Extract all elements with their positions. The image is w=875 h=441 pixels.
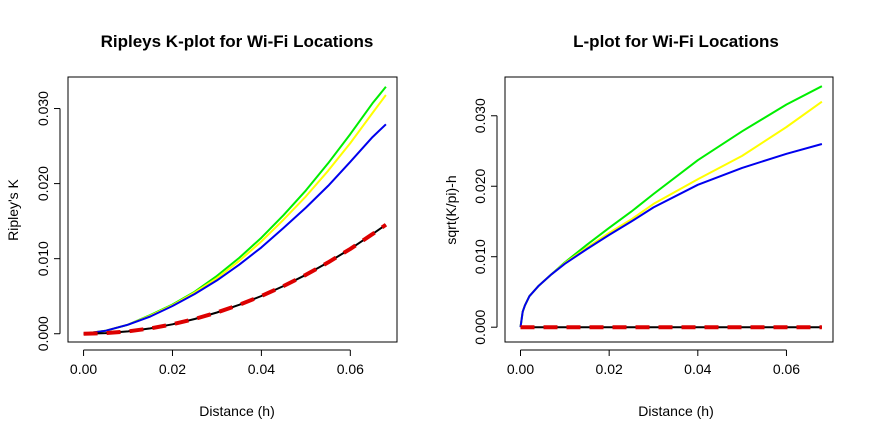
k-plot-x-tick-label: 0.00 xyxy=(70,361,97,377)
k-plot-yellow-curve xyxy=(83,94,387,335)
k-plot-y-tick-label: 0.010 xyxy=(35,241,51,276)
k-plot-x-axis-label: Distance (h) xyxy=(199,403,274,419)
k-plot-y-tick-label: 0.020 xyxy=(35,166,51,201)
l-plot-green-curve xyxy=(519,85,823,328)
k-plot-y-axis: 0.000 0.010 0.020 0.030 xyxy=(35,91,61,351)
k-plot-blue-curve xyxy=(83,123,387,335)
k-plot-x-tick-label: 0.06 xyxy=(337,361,364,377)
k-plot-x-axis: 0.00 0.02 0.04 0.06 xyxy=(70,349,364,377)
l-plot-x-tick-label: 0.02 xyxy=(596,361,623,377)
k-plot-red-dashed-curve xyxy=(83,223,388,336)
k-plot-green-curve xyxy=(83,86,387,335)
k-plot-panel: Ripleys K-plot for Wi-Fi Locations Dista… xyxy=(5,32,398,419)
k-plot-frame xyxy=(67,76,398,343)
l-plot-blue-curve xyxy=(519,143,823,328)
l-plot-x-axis-label: Distance (h) xyxy=(638,403,713,419)
l-plot-y-tick-label: 0.000 xyxy=(472,309,488,344)
l-plot-frame xyxy=(504,76,834,343)
k-plot-x-tick-label: 0.04 xyxy=(248,361,275,377)
l-plot-y-tick-label: 0.020 xyxy=(472,169,488,204)
l-plot-x-axis: 0.00 0.02 0.04 0.06 xyxy=(507,349,800,377)
l-plot-y-tick-label: 0.030 xyxy=(472,98,488,133)
l-plot-yellow-curve xyxy=(519,100,823,328)
k-plot-y-tick-label: 0.000 xyxy=(35,316,51,351)
l-plot-series xyxy=(519,85,823,330)
l-plot-x-tick-label: 0.00 xyxy=(507,361,534,377)
l-plot-y-tick-label: 0.010 xyxy=(472,239,488,274)
k-plot-x-tick-label: 0.02 xyxy=(159,361,186,377)
k-plot-black-reference-curve xyxy=(83,223,387,335)
l-plot-x-tick-label: 0.04 xyxy=(684,361,711,377)
l-plot-x-tick-label: 0.06 xyxy=(773,361,800,377)
k-plot-y-tick-label: 0.030 xyxy=(35,91,51,126)
k-plot-series xyxy=(83,86,388,336)
l-plot-y-axis-label: sqrt(K/pi)-h xyxy=(443,175,459,244)
k-plot-title: Ripleys K-plot for Wi-Fi Locations xyxy=(101,32,374,51)
l-plot-title: L-plot for Wi-Fi Locations xyxy=(573,32,779,51)
l-plot-y-axis: 0.000 0.010 0.020 0.030 xyxy=(472,98,498,345)
l-plot-panel: L-plot for Wi-Fi Locations Distance (h) … xyxy=(443,32,834,419)
k-plot-y-axis-label: Ripley's K xyxy=(5,178,21,240)
